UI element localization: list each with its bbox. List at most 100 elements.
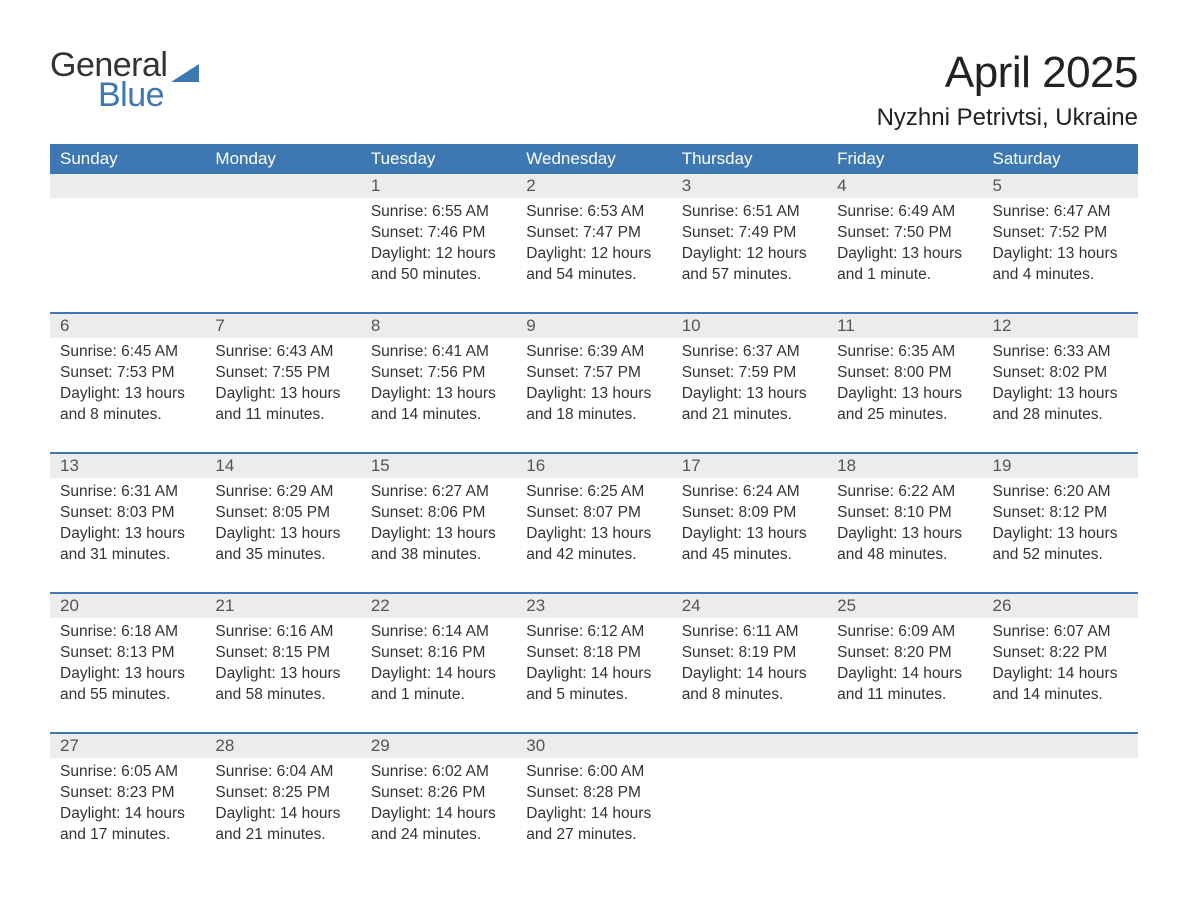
sunset-text: Sunset: 8:13 PM (60, 643, 195, 664)
day-number-row: 15 (361, 454, 516, 478)
day-number: 7 (215, 316, 224, 336)
day-body: Sunrise: 6:45 AMSunset: 7:53 PMDaylight:… (50, 338, 205, 432)
daylight-text: Daylight: 14 hours and 8 minutes. (682, 664, 817, 706)
sunset-text: Sunset: 8:28 PM (526, 783, 661, 804)
day-number: 18 (837, 456, 856, 476)
daylight-text: Daylight: 14 hours and 11 minutes. (837, 664, 972, 706)
daylight-text: Daylight: 14 hours and 5 minutes. (526, 664, 661, 706)
day-body: Sunrise: 6:09 AMSunset: 8:20 PMDaylight:… (827, 618, 982, 712)
sunrise-text: Sunrise: 6:53 AM (526, 202, 661, 223)
sunrise-text: Sunrise: 6:33 AM (993, 342, 1128, 363)
day-number: 5 (993, 176, 1002, 196)
day-number-row: 12 (983, 314, 1138, 338)
day-body: Sunrise: 6:16 AMSunset: 8:15 PMDaylight:… (205, 618, 360, 712)
daylight-text: Daylight: 13 hours and 31 minutes. (60, 524, 195, 566)
day-cell: 5Sunrise: 6:47 AMSunset: 7:52 PMDaylight… (983, 174, 1138, 302)
day-body: Sunrise: 6:07 AMSunset: 8:22 PMDaylight:… (983, 618, 1138, 712)
day-number: 16 (526, 456, 545, 476)
day-cell: 10Sunrise: 6:37 AMSunset: 7:59 PMDayligh… (672, 314, 827, 442)
day-number: 12 (993, 316, 1012, 336)
day-number: 10 (682, 316, 701, 336)
daylight-text: Daylight: 13 hours and 1 minute. (837, 244, 972, 286)
day-number-row: 20 (50, 594, 205, 618)
day-cell (50, 174, 205, 302)
day-cell: 25Sunrise: 6:09 AMSunset: 8:20 PMDayligh… (827, 594, 982, 722)
daylight-text: Daylight: 12 hours and 57 minutes. (682, 244, 817, 286)
sunrise-text: Sunrise: 6:35 AM (837, 342, 972, 363)
sunset-text: Sunset: 7:50 PM (837, 223, 972, 244)
sunset-text: Sunset: 8:12 PM (993, 503, 1128, 524)
sunset-text: Sunset: 8:26 PM (371, 783, 506, 804)
sunrise-text: Sunrise: 6:05 AM (60, 762, 195, 783)
day-cell: 11Sunrise: 6:35 AMSunset: 8:00 PMDayligh… (827, 314, 982, 442)
sunrise-text: Sunrise: 6:14 AM (371, 622, 506, 643)
day-body: Sunrise: 6:12 AMSunset: 8:18 PMDaylight:… (516, 618, 671, 712)
daylight-text: Daylight: 13 hours and 11 minutes. (215, 384, 350, 426)
dow-wednesday: Wednesday (516, 149, 671, 169)
day-body: Sunrise: 6:25 AMSunset: 8:07 PMDaylight:… (516, 478, 671, 572)
day-body: Sunrise: 6:04 AMSunset: 8:25 PMDaylight:… (205, 758, 360, 852)
daylight-text: Daylight: 14 hours and 14 minutes. (993, 664, 1128, 706)
daylight-text: Daylight: 13 hours and 4 minutes. (993, 244, 1128, 286)
day-cell: 12Sunrise: 6:33 AMSunset: 8:02 PMDayligh… (983, 314, 1138, 442)
day-cell: 4Sunrise: 6:49 AMSunset: 7:50 PMDaylight… (827, 174, 982, 302)
day-cell: 3Sunrise: 6:51 AMSunset: 7:49 PMDaylight… (672, 174, 827, 302)
sunrise-text: Sunrise: 6:22 AM (837, 482, 972, 503)
sunset-text: Sunset: 8:05 PM (215, 503, 350, 524)
day-number-row: 11 (827, 314, 982, 338)
day-number: 13 (60, 456, 79, 476)
day-body: Sunrise: 6:49 AMSunset: 7:50 PMDaylight:… (827, 198, 982, 292)
sunset-text: Sunset: 7:46 PM (371, 223, 506, 244)
day-cell: 16Sunrise: 6:25 AMSunset: 8:07 PMDayligh… (516, 454, 671, 582)
day-number-row: 4 (827, 174, 982, 198)
day-cell: 1Sunrise: 6:55 AMSunset: 7:46 PMDaylight… (361, 174, 516, 302)
sunrise-text: Sunrise: 6:00 AM (526, 762, 661, 783)
day-number: 2 (526, 176, 535, 196)
week-row: 6Sunrise: 6:45 AMSunset: 7:53 PMDaylight… (50, 312, 1138, 442)
day-number-row: 2 (516, 174, 671, 198)
sunrise-text: Sunrise: 6:45 AM (60, 342, 195, 363)
sunset-text: Sunset: 8:10 PM (837, 503, 972, 524)
day-number: 4 (837, 176, 846, 196)
dow-friday: Friday (827, 149, 982, 169)
day-number-row: 16 (516, 454, 671, 478)
day-number-row: 22 (361, 594, 516, 618)
sunrise-text: Sunrise: 6:24 AM (682, 482, 817, 503)
day-number-row: 23 (516, 594, 671, 618)
daylight-text: Daylight: 13 hours and 55 minutes. (60, 664, 195, 706)
day-cell: 19Sunrise: 6:20 AMSunset: 8:12 PMDayligh… (983, 454, 1138, 582)
day-cell (205, 174, 360, 302)
week-row: 27Sunrise: 6:05 AMSunset: 8:23 PMDayligh… (50, 732, 1138, 862)
day-cell: 17Sunrise: 6:24 AMSunset: 8:09 PMDayligh… (672, 454, 827, 582)
header: General Blue April 2025 Nyzhni Petrivtsi… (50, 48, 1138, 132)
day-cell: 20Sunrise: 6:18 AMSunset: 8:13 PMDayligh… (50, 594, 205, 722)
day-number: 8 (371, 316, 380, 336)
dow-monday: Monday (205, 149, 360, 169)
day-cell: 30Sunrise: 6:00 AMSunset: 8:28 PMDayligh… (516, 734, 671, 862)
sunrise-text: Sunrise: 6:39 AM (526, 342, 661, 363)
week-row: 13Sunrise: 6:31 AMSunset: 8:03 PMDayligh… (50, 452, 1138, 582)
day-number-row (672, 734, 827, 758)
sunrise-text: Sunrise: 6:18 AM (60, 622, 195, 643)
day-number-row: 27 (50, 734, 205, 758)
day-number-row (205, 174, 360, 198)
sunrise-text: Sunrise: 6:55 AM (371, 202, 506, 223)
daylight-text: Daylight: 13 hours and 48 minutes. (837, 524, 972, 566)
sunset-text: Sunset: 8:03 PM (60, 503, 195, 524)
day-body: Sunrise: 6:55 AMSunset: 7:46 PMDaylight:… (361, 198, 516, 292)
day-number: 21 (215, 596, 234, 616)
day-number: 11 (837, 316, 855, 336)
day-body: Sunrise: 6:22 AMSunset: 8:10 PMDaylight:… (827, 478, 982, 572)
day-number-row: 5 (983, 174, 1138, 198)
day-cell: 29Sunrise: 6:02 AMSunset: 8:26 PMDayligh… (361, 734, 516, 862)
day-cell: 21Sunrise: 6:16 AMSunset: 8:15 PMDayligh… (205, 594, 360, 722)
logo-text-blue: Blue (50, 78, 199, 112)
day-body: Sunrise: 6:18 AMSunset: 8:13 PMDaylight:… (50, 618, 205, 712)
day-body: Sunrise: 6:31 AMSunset: 8:03 PMDaylight:… (50, 478, 205, 572)
daylight-text: Daylight: 13 hours and 28 minutes. (993, 384, 1128, 426)
day-number-row (983, 734, 1138, 758)
day-cell: 9Sunrise: 6:39 AMSunset: 7:57 PMDaylight… (516, 314, 671, 442)
weeks-container: 1Sunrise: 6:55 AMSunset: 7:46 PMDaylight… (50, 174, 1138, 862)
day-number: 24 (682, 596, 701, 616)
day-number: 25 (837, 596, 856, 616)
